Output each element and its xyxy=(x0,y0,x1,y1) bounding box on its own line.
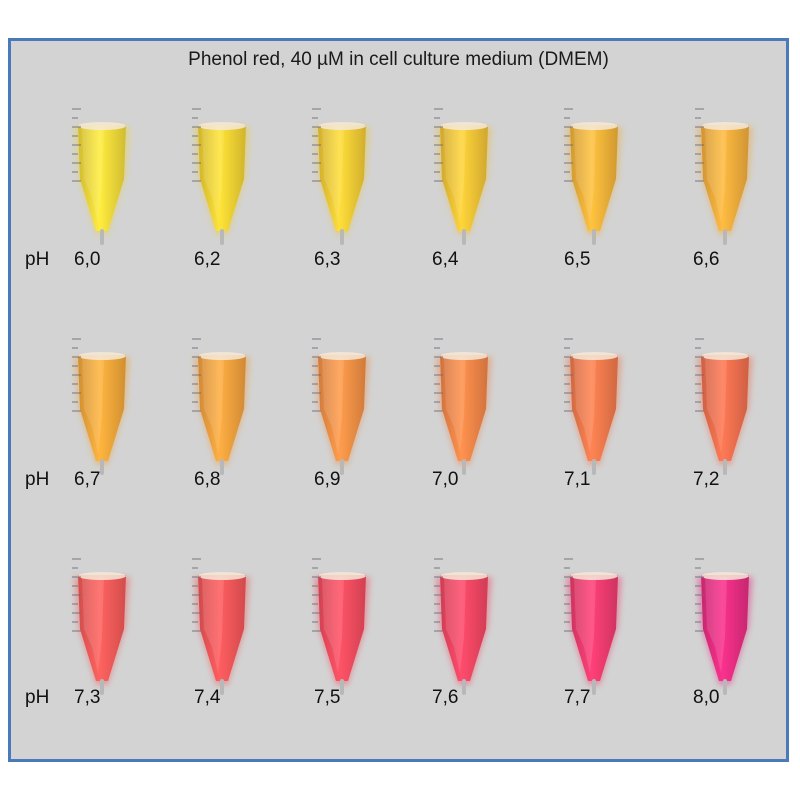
ph-value-label: 7,6 xyxy=(432,687,459,708)
sample-tube xyxy=(304,327,380,477)
ph-value-label: 7,5 xyxy=(314,687,341,708)
ph-value-label: 7,2 xyxy=(693,469,720,490)
ph-value-label: 7,0 xyxy=(432,469,459,490)
ph-value-label: 6,9 xyxy=(314,469,341,490)
sample-tube xyxy=(184,97,260,247)
ph-value-label: 6,4 xyxy=(432,249,459,270)
ph-value-label: 6,3 xyxy=(314,249,341,270)
ph-value-label: 7,3 xyxy=(74,687,101,708)
sample-tube xyxy=(304,547,380,697)
ph-value-label: 7,7 xyxy=(564,687,591,708)
sample-tube xyxy=(556,97,632,247)
ph-value-label: 6,8 xyxy=(194,469,221,490)
ph-value-label: 6,2 xyxy=(194,249,221,270)
ph-value-label: 6,5 xyxy=(564,249,591,270)
sample-tube xyxy=(426,97,502,247)
figure-panel: Phenol red, 40 µM in cell culture medium… xyxy=(8,38,789,762)
ph-prefix-label: pH xyxy=(25,469,50,490)
sample-tube xyxy=(64,547,140,697)
ph-value-label: 7,4 xyxy=(194,687,221,708)
ph-value-label: 7,1 xyxy=(564,469,591,490)
sample-tube xyxy=(426,327,502,477)
sample-tube xyxy=(64,327,140,477)
sample-tube xyxy=(64,97,140,247)
ph-value-label: 6,6 xyxy=(693,249,720,270)
ph-prefix-label: pH xyxy=(25,687,50,708)
ph-prefix-label: pH xyxy=(25,249,50,270)
ph-value-label: 6,0 xyxy=(74,249,101,270)
figure-title: Phenol red, 40 µM in cell culture medium… xyxy=(188,49,609,70)
ph-value-label: 6,7 xyxy=(74,469,101,490)
sample-tube xyxy=(556,327,632,477)
sample-tube xyxy=(556,547,632,697)
sample-tube xyxy=(184,327,260,477)
sample-tube xyxy=(687,547,763,697)
sample-tube xyxy=(687,327,763,477)
sample-tube xyxy=(304,97,380,247)
sample-tube xyxy=(184,547,260,697)
sample-tube xyxy=(426,547,502,697)
sample-tube xyxy=(687,97,763,247)
ph-value-label: 8,0 xyxy=(693,687,720,708)
